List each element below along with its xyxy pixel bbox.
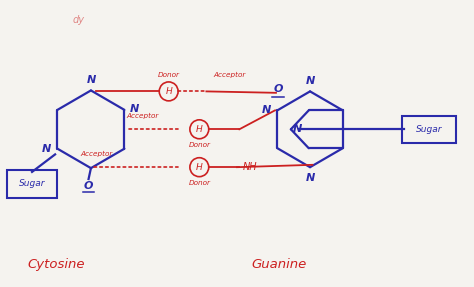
Text: Cytosine: Cytosine <box>27 258 85 271</box>
Text: Donor: Donor <box>188 180 210 186</box>
Text: H: H <box>196 163 203 172</box>
Text: N: N <box>262 105 271 115</box>
Text: H: H <box>165 87 172 96</box>
Text: NH: NH <box>243 162 258 172</box>
Text: Sugar: Sugar <box>416 125 442 134</box>
Text: O: O <box>273 84 283 94</box>
Text: N: N <box>86 75 96 85</box>
Text: Donor: Donor <box>188 142 210 148</box>
Text: N: N <box>130 104 139 114</box>
Text: Guanine: Guanine <box>251 258 306 271</box>
Text: Sugar: Sugar <box>19 179 46 188</box>
Text: H: H <box>196 125 203 134</box>
Text: N: N <box>305 76 315 86</box>
Text: O: O <box>84 181 93 191</box>
Text: N: N <box>305 173 315 183</box>
Text: dy: dy <box>72 15 84 25</box>
Text: Acceptor: Acceptor <box>213 72 246 78</box>
Text: N: N <box>293 124 302 134</box>
FancyBboxPatch shape <box>402 116 456 143</box>
Text: Acceptor: Acceptor <box>80 151 112 157</box>
FancyBboxPatch shape <box>7 170 57 197</box>
Text: Donor: Donor <box>158 72 180 78</box>
Text: N: N <box>42 144 51 154</box>
Text: Acceptor: Acceptor <box>127 113 159 119</box>
